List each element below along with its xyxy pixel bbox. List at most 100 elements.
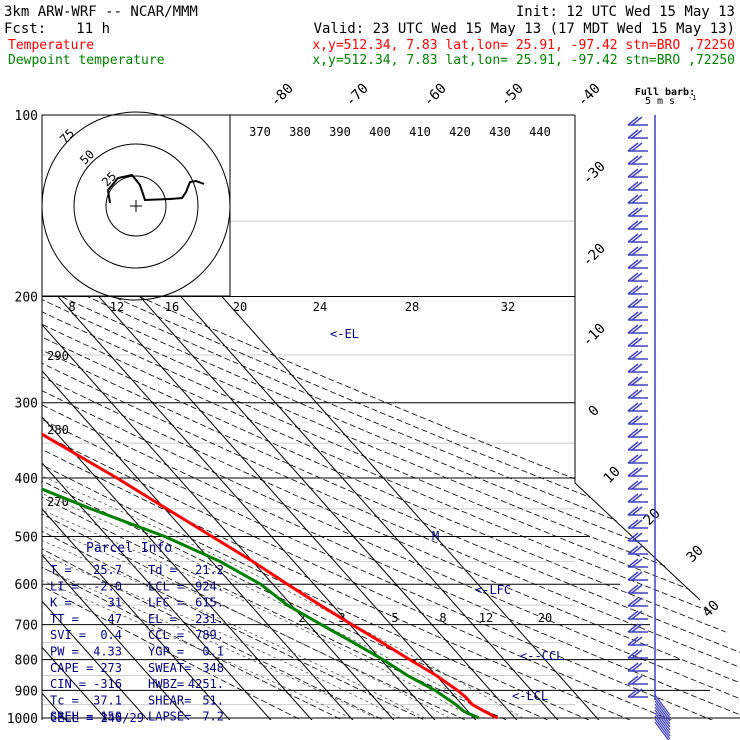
wind-barb [627, 636, 639, 646]
parcel-info-cell: 0.1 [202, 645, 224, 659]
wind-barb-flag [631, 480, 643, 490]
parcel-info-cell: 348 [202, 661, 224, 675]
parcel-info-title: Parcel Info [86, 541, 172, 556]
wind-barb [627, 519, 639, 529]
dry-adiabat-line [42, 115, 740, 720]
mixing-ratio-top-label: 24 [313, 300, 327, 314]
isotherm-label: 20 [641, 506, 664, 529]
pressure-label: 700 [15, 619, 38, 634]
wind-barb-flag [631, 532, 643, 542]
parcel-info-cell: SWEAT= [148, 661, 191, 675]
wind-barb-flag [631, 168, 643, 178]
wind-barb-flag [631, 220, 643, 230]
dry-adiabat-line [42, 115, 407, 720]
wind-barb-flag [631, 571, 643, 581]
valid-time: Valid: 23 UTC Wed 15 May 13 (17 MDT Wed … [314, 21, 735, 37]
isotherm-label: -20 [580, 241, 609, 270]
surface-barb [654, 712, 671, 734]
wind-barb [627, 545, 639, 555]
wind-barb [627, 116, 639, 126]
parcel-info-cell: Tc = [50, 693, 79, 707]
parcel-info-cell: SVI = [50, 628, 86, 642]
wind-barb [627, 389, 639, 399]
parcel-info-cell: 47 [108, 612, 122, 626]
dry-adiabat-label: 280 [47, 423, 69, 437]
wind-barb [627, 259, 639, 269]
mixing-ratio-top-label: 20 [233, 300, 247, 314]
wind-barb [627, 584, 639, 594]
wind-barb-flag [631, 324, 643, 334]
parcel-info-cell: TT = [50, 612, 79, 626]
wind-barb [627, 623, 639, 633]
dry-adiabat-line [42, 115, 656, 720]
parcel-info-cell: -316 [93, 677, 122, 691]
dry-adiabat-line [42, 115, 740, 720]
mixing-ratio-top-label: 8 [68, 300, 75, 314]
wind-barb [627, 142, 639, 152]
level-marker: M [432, 529, 439, 543]
wind-barb [627, 402, 639, 412]
wind-barb-flag [631, 636, 643, 646]
isotherm-label: -80 [268, 81, 297, 110]
parcel-info-cell: 924. [195, 579, 224, 593]
theta-label: 400 [369, 125, 391, 139]
dry-adiabat-line [42, 115, 573, 720]
wind-barb [627, 207, 639, 217]
wind-barb-flag [631, 519, 643, 529]
parcel-info-cell: T = [50, 563, 72, 577]
pressure-label: 1000 [7, 712, 38, 727]
parcel-cell-value: CELL = 246/29 [50, 711, 144, 725]
forecast-hours: 11 h [76, 21, 110, 37]
dry-adiabat-group [42, 115, 740, 720]
parcel-info-cell: 7.2 [202, 710, 224, 724]
moist-adiabat-line [42, 220, 524, 719]
surface-barb [654, 706, 671, 728]
wind-barb-flag [631, 181, 643, 191]
dry-adiabat-line [42, 115, 531, 720]
wind-barb [627, 324, 639, 334]
dry-adiabat-line [42, 115, 740, 720]
wind-barb-flag [631, 298, 643, 308]
parcel-info-cell: EL = [148, 612, 177, 626]
isotherm-label: 30 [684, 543, 707, 566]
mixing-ratio-top-label: 12 [110, 300, 124, 314]
wind-barb-flag [631, 376, 643, 386]
level-marker: <-LCL [512, 689, 548, 703]
moist-adiabat-line [42, 220, 475, 719]
wind-barb-flag [631, 584, 643, 594]
surface-barb [654, 721, 670, 740]
dry-adiabat-line [42, 115, 739, 720]
parcel-info-cell: Td = [148, 563, 177, 577]
wind-barb-flag [631, 675, 643, 685]
wind-barb [627, 454, 639, 464]
mixing-ratio-top-label: 16 [165, 300, 179, 314]
hodograph-ring [41, 111, 231, 301]
isotherm-line [42, 115, 281, 720]
surface-barb [654, 703, 671, 725]
wind-barb-flag [631, 402, 643, 412]
parcel-info-cell: LI = [50, 579, 79, 593]
parcel-info-cell: 31 [108, 596, 122, 610]
wind-barb [627, 155, 639, 165]
theta-label: 380 [289, 125, 311, 139]
pressure-label: 100 [15, 109, 38, 124]
wind-barb-flag [631, 285, 643, 295]
wind-barb [627, 675, 639, 685]
wind-barb [627, 467, 639, 477]
wind-barb-flag [631, 662, 643, 672]
wind-barb [627, 610, 639, 620]
wind-barb-flag [631, 493, 643, 503]
wind-barb [627, 649, 639, 659]
isotherm-label: 10 [601, 464, 624, 487]
wind-barb-flag [631, 142, 643, 152]
isotherm-label: -50 [498, 81, 527, 110]
wind-barb-flag [631, 467, 643, 477]
surface-barb [654, 697, 671, 719]
theta-label: 370 [249, 125, 271, 139]
wind-barb-flag [631, 415, 643, 425]
temperature-legend-info: x,y=512.34, 7.83 lat,lon= 25.91, -97.42 … [312, 38, 735, 53]
moist-adiabat-line [42, 220, 450, 719]
forecast-label: Fcst: [4, 21, 46, 37]
dry-adiabat-label: 290 [47, 349, 69, 363]
